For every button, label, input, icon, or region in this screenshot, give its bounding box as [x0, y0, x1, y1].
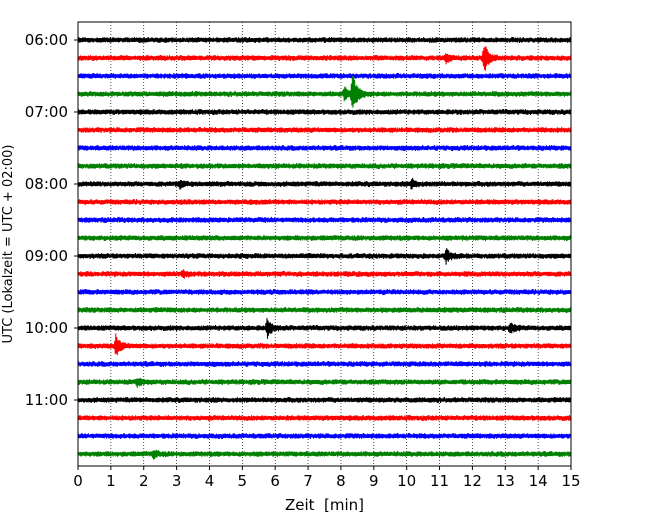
x-tick-label: 6	[270, 472, 280, 490]
seismogram-trace	[77, 216, 572, 224]
y-tick-label: 09:00	[25, 247, 68, 265]
seismogram-trace	[77, 306, 572, 314]
seismogram-trace	[77, 317, 572, 339]
seismogram-trace	[77, 198, 572, 206]
x-tick-label: 0	[73, 472, 83, 490]
y-axis-ticks: 06:00 07:00 08:00 09:00 10:00 11:00	[25, 31, 78, 409]
seismogram-trace	[77, 234, 572, 242]
seismogram-trace	[77, 75, 572, 108]
x-tick-label: 9	[369, 472, 379, 490]
x-tick-label: 2	[139, 472, 149, 490]
x-tick-label: 12	[463, 472, 482, 490]
trace-layer	[77, 36, 572, 460]
seismogram-trace	[77, 333, 572, 356]
seismogram-trace	[77, 72, 572, 80]
seismogram-trace	[77, 396, 572, 404]
seismogram-trace	[77, 144, 572, 152]
y-tick-label: 10:00	[25, 319, 68, 337]
seismogram-trace	[77, 288, 572, 296]
x-tick-label: 11	[430, 472, 449, 490]
seismogram-trace	[77, 36, 572, 44]
seismogram-trace	[77, 449, 572, 460]
seismogram-trace	[77, 46, 572, 71]
seismogram-trace	[77, 248, 572, 265]
x-tick-label: 1	[106, 472, 116, 490]
y-tick-label: 11:00	[25, 391, 68, 409]
x-axis-label: Zeit [min]	[285, 496, 364, 514]
y-tick-label: 07:00	[25, 103, 68, 121]
y-tick-label: 06:00	[25, 31, 68, 49]
seismogram-trace	[77, 414, 572, 422]
seismogram-trace	[77, 360, 572, 368]
x-tick-label: 13	[496, 472, 515, 490]
y-tick-label: 08:00	[25, 175, 68, 193]
seismogram-trace	[77, 377, 572, 388]
x-tick-label: 14	[529, 472, 548, 490]
seismogram-trace	[77, 177, 572, 190]
x-tick-label: 4	[205, 472, 215, 490]
y-axis-label: UTC (Lokalzeit = UTC + 02:00)	[1, 145, 16, 344]
seismogram-trace	[77, 162, 572, 170]
x-tick-label: 15	[561, 472, 580, 490]
seismogram-trace	[77, 108, 572, 116]
x-tick-label: 8	[336, 472, 346, 490]
x-tick-label: 3	[172, 472, 182, 490]
seismogram-trace	[77, 432, 572, 440]
seismogram-trace	[77, 126, 572, 134]
plot-frame	[77, 21, 572, 467]
x-tick-label: 7	[303, 472, 313, 490]
x-tick-label: 10	[397, 472, 416, 490]
x-tick-label: 5	[238, 472, 248, 490]
seismogram-trace	[77, 269, 572, 279]
vertical-grid	[110, 22, 539, 466]
x-axis-ticks: 0 1 2 3 4 5 6 7 8 9 10 11 12 13 14 15	[73, 466, 581, 490]
